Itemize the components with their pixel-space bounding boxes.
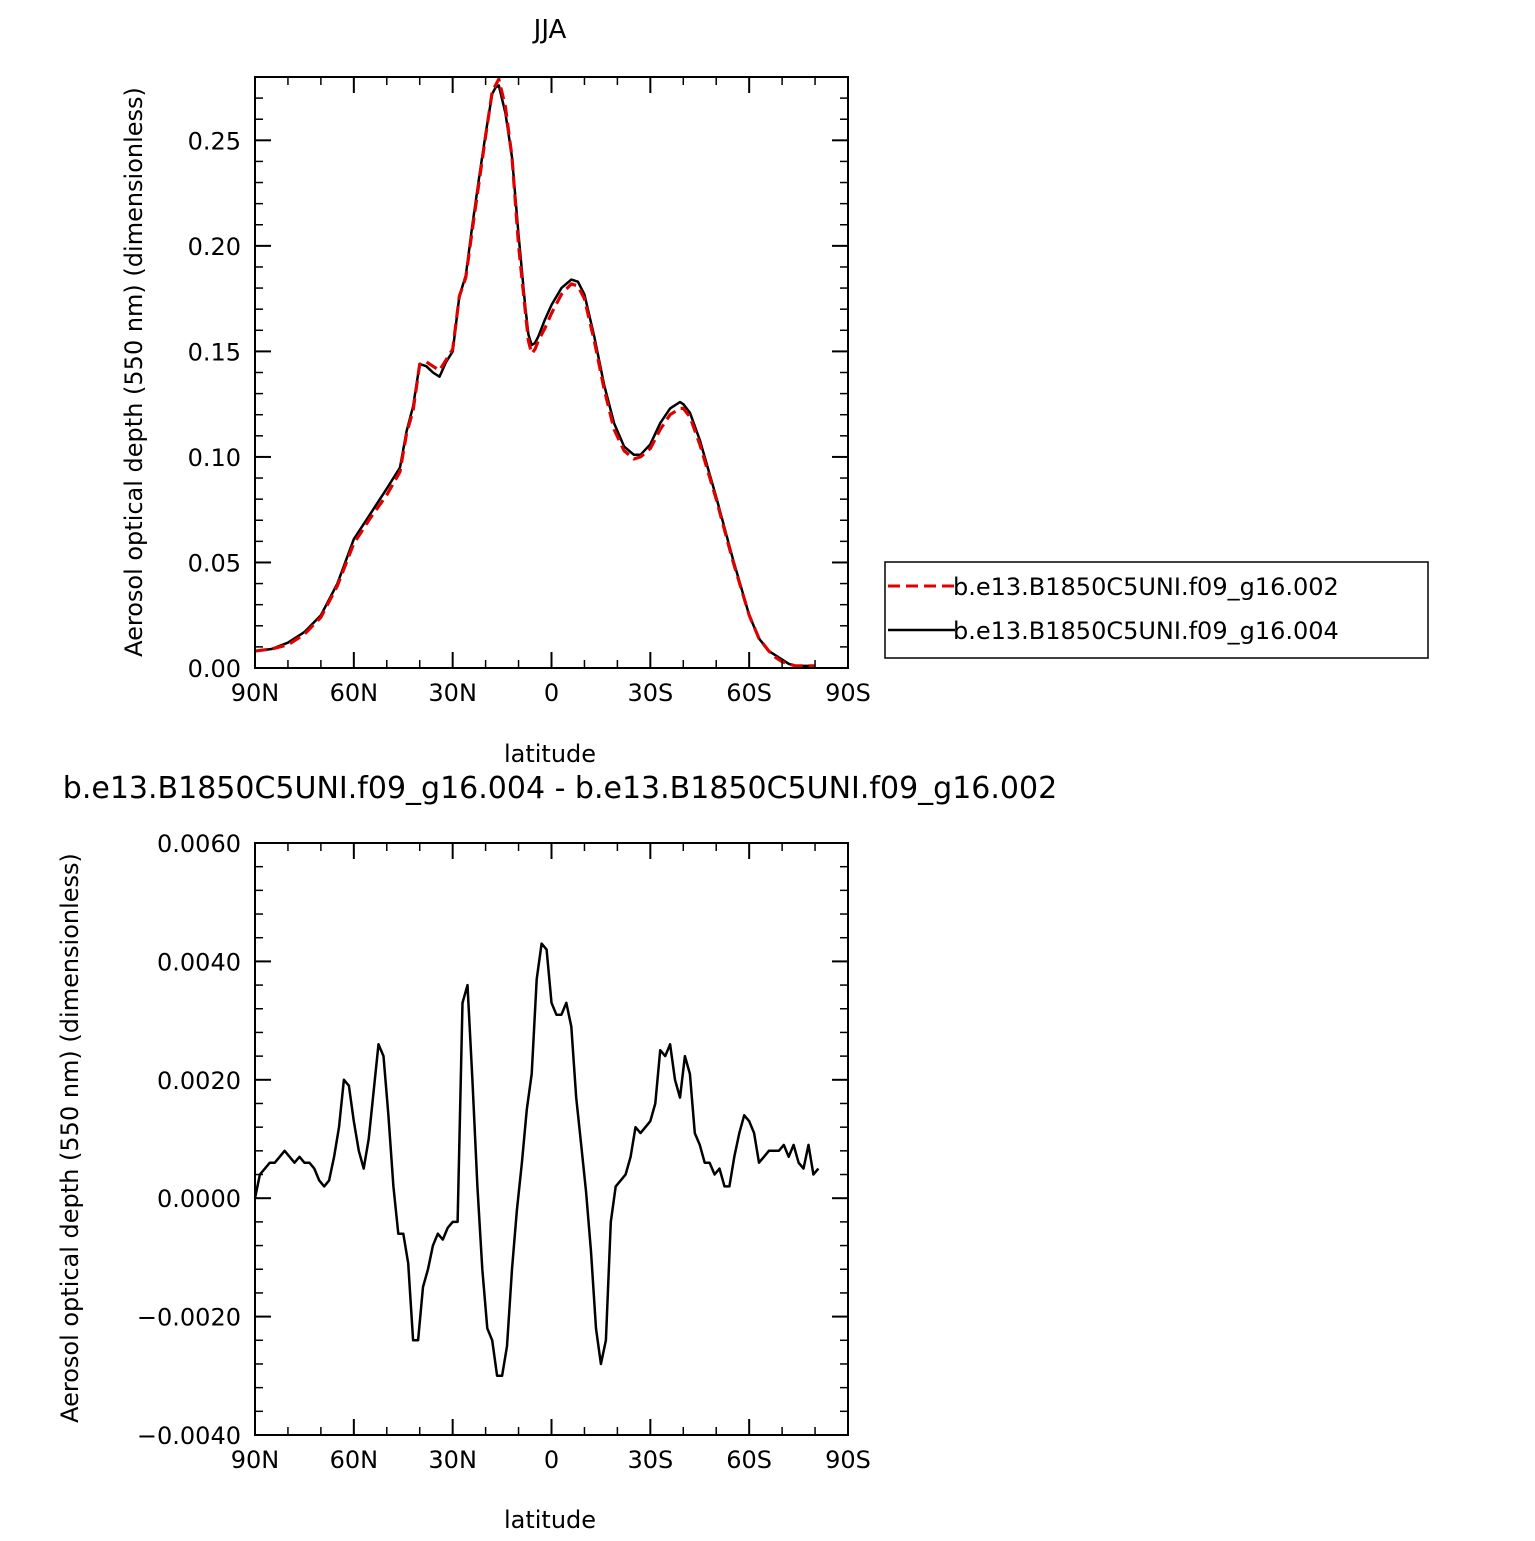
top-plot-frame [254, 76, 849, 669]
top-y-tick-label: 0.15 [188, 338, 241, 366]
top-y-tick-label: 0.05 [188, 549, 241, 577]
legend-label-002: b.e13.B1850C5UNI.f09_g16.002 [953, 573, 1339, 601]
bottom-x-tick-label: 90S [825, 1446, 871, 1474]
top-y-tick-label: 0.00 [188, 655, 241, 683]
top-y-tick-label: 0.25 [188, 127, 241, 155]
bottom-x-tick-label: 0 [544, 1446, 559, 1474]
bottom-y-tick-label: 0.0020 [157, 1067, 241, 1095]
bottom-panel: b.e13.B1850C5UNI.f09_g16.004 - b.e13.B18… [56, 771, 1057, 1534]
bottom-plot-area [253, 942, 820, 1378]
top-chart-title: JJA [532, 15, 567, 45]
bottom-x-tick-label: 60S [726, 1446, 772, 1474]
bottom-axis-ticks: 90N 60N 30N 0 30S 60S 90S −0.0040 −0.0020 0.0000 0… [137, 830, 871, 1474]
bottom-y-tick-label: 0.0060 [157, 830, 241, 858]
top-x-tick-label: 90N [231, 679, 280, 707]
bottom-y-axis-label: Aerosol optical depth (550 nm) (dimensio… [56, 853, 84, 1423]
top-x-tick-label: 30N [428, 679, 477, 707]
top-y-tick-label: 0.20 [188, 233, 241, 261]
bottom-x-tick-label: 90N [231, 1446, 280, 1474]
top-x-tick-label: 0 [544, 679, 559, 707]
top-y-tick-label: 0.10 [188, 444, 241, 472]
legend-box [884, 561, 1429, 659]
bottom-x-tick-label: 60N [330, 1446, 379, 1474]
bottom-x-axis-label: latitude [504, 1506, 596, 1534]
top-plot-area [254, 77, 816, 668]
top-series-line-1 [254, 77, 816, 668]
bottom-y-tick-label: 0.0000 [157, 1185, 241, 1213]
top-x-tick-label: 60N [330, 679, 379, 707]
legend: b.e13.B1850C5UNI.f09_g16.002 b.e13.B1850… [884, 561, 1429, 659]
bottom-x-tick-label: 30N [428, 1446, 477, 1474]
top-x-tick-label: 30S [627, 679, 673, 707]
bottom-series-line-0 [253, 942, 820, 1378]
top-x-tick-label: 60S [726, 679, 772, 707]
top-y-axis-label: Aerosol optical depth (550 nm) (dimensio… [120, 87, 148, 657]
bottom-chart-title: b.e13.B1850C5UNI.f09_g16.004 - b.e13.B18… [63, 771, 1057, 806]
top-x-axis-label: latitude [504, 740, 596, 768]
bottom-y-tick-label: −0.0040 [137, 1422, 241, 1450]
bottom-y-tick-label: −0.0020 [137, 1304, 241, 1332]
legend-label-004: b.e13.B1850C5UNI.f09_g16.004 [953, 617, 1339, 645]
top-panel: JJA 90N 60N 30N 0 30S 60S 90S 0.00 0.05 0.10 0.15 0… [120, 15, 1429, 768]
bottom-plot-frame [254, 842, 849, 1436]
bottom-y-tick-label: 0.0040 [157, 948, 241, 976]
top-x-tick-label: 90S [825, 679, 871, 707]
top-axis-ticks: 90N 60N 30N 0 30S 60S 90S 0.00 0.05 0.10 0.15 0.20 0… [188, 76, 871, 707]
bottom-x-tick-label: 30S [627, 1446, 673, 1474]
